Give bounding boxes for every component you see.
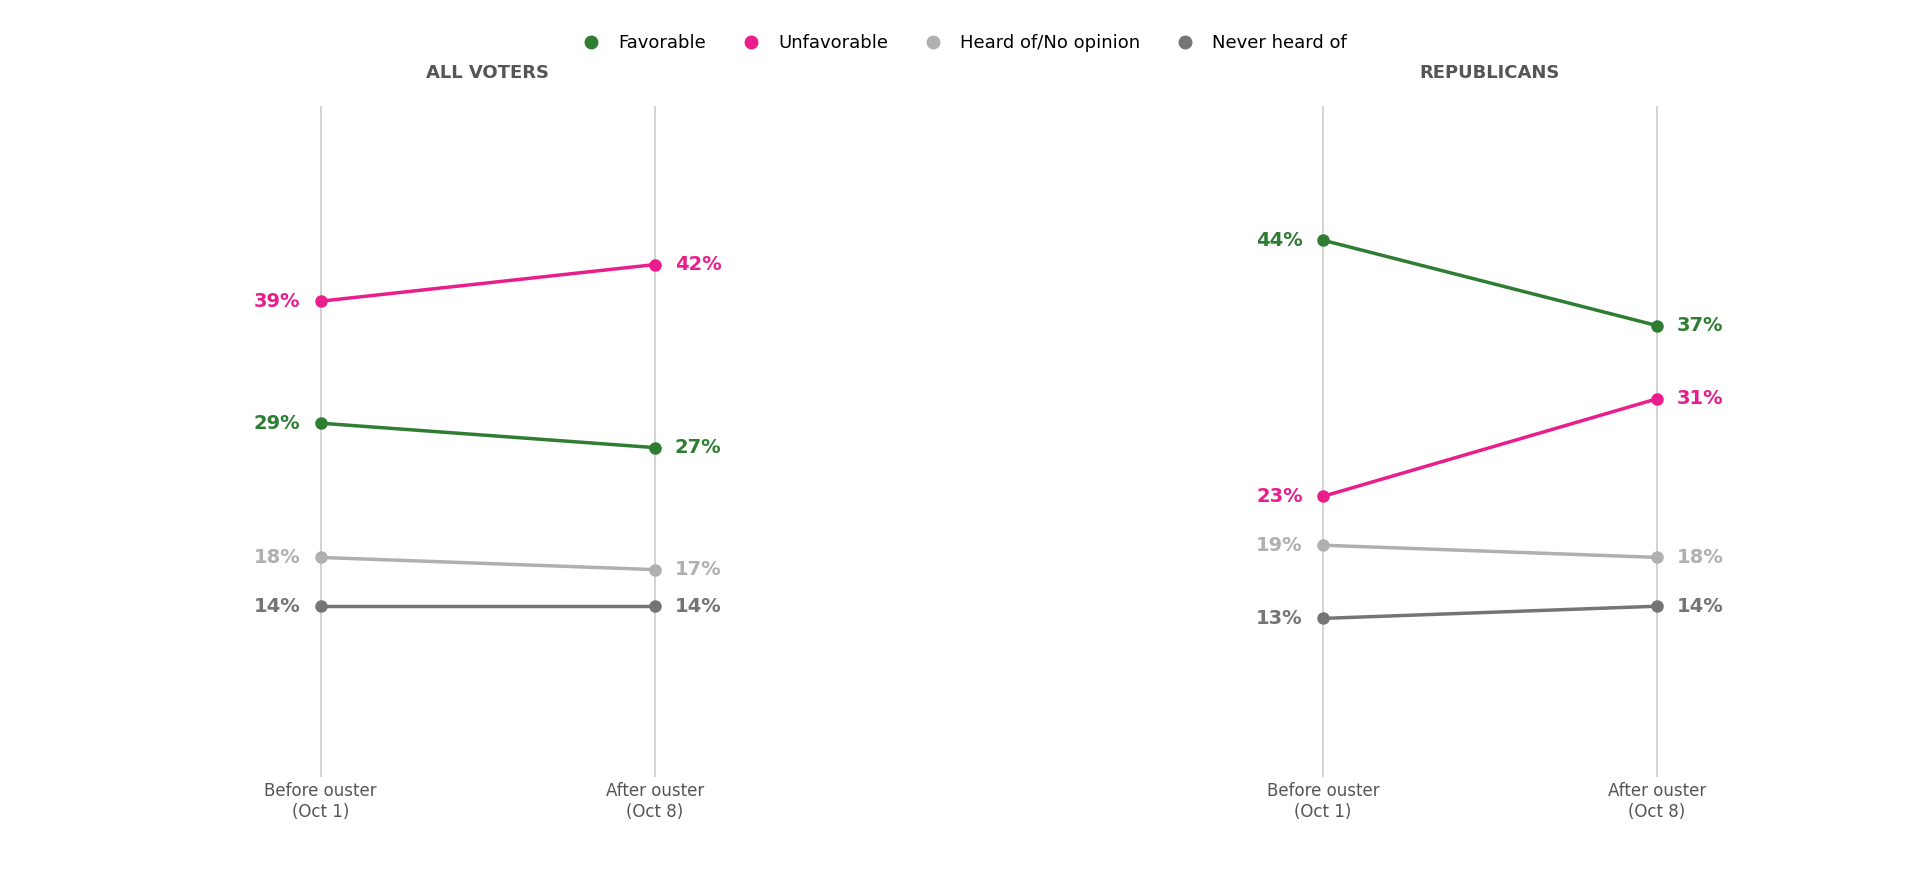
Text: 44%: 44% — [1256, 230, 1304, 250]
Text: 19%: 19% — [1256, 536, 1304, 555]
Text: 14%: 14% — [1676, 597, 1724, 615]
Text: 13%: 13% — [1256, 609, 1304, 628]
Title: ALL VOTERS: ALL VOTERS — [426, 64, 549, 82]
Text: 14%: 14% — [253, 597, 301, 615]
Text: 37%: 37% — [1676, 316, 1724, 335]
Legend: Favorable, Unfavorable, Heard of/No opinion, Never heard of: Favorable, Unfavorable, Heard of/No opin… — [566, 26, 1354, 59]
Text: 23%: 23% — [1256, 487, 1304, 506]
Text: 14%: 14% — [674, 597, 722, 615]
Text: 39%: 39% — [253, 291, 301, 311]
Text: 29%: 29% — [253, 414, 301, 433]
Text: 27%: 27% — [674, 438, 722, 457]
Text: 18%: 18% — [253, 548, 301, 567]
Text: 17%: 17% — [674, 560, 722, 579]
Text: 42%: 42% — [674, 255, 722, 274]
Text: 18%: 18% — [1676, 548, 1724, 567]
Text: 31%: 31% — [1676, 389, 1724, 408]
Title: REPUBLICANS: REPUBLICANS — [1419, 64, 1561, 82]
